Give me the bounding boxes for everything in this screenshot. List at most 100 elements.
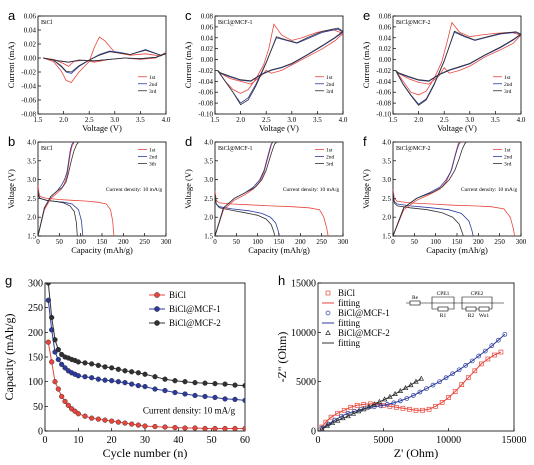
y-tick-label: 0: [311, 427, 316, 438]
y-axis-label: Voltage (V): [183, 169, 193, 209]
legend: BiCl BiCl@MCF-1 BiCl@MCF-2: [149, 290, 221, 328]
data-point: [232, 396, 238, 403]
x-tick-label: 3.5: [136, 116, 145, 124]
legend-entry: 3th: [149, 162, 156, 168]
y-tick-label: 0.06: [24, 13, 37, 21]
y-tick-label: -0.08: [376, 100, 391, 108]
data-point: [55, 356, 61, 363]
y-axis-label: Current (mA): [6, 42, 16, 89]
panel-letter: b: [8, 134, 15, 149]
y-tick-label: 15000: [291, 279, 316, 290]
data-point: [459, 382, 465, 387]
x-tick-label: 4.0: [162, 116, 171, 124]
data-point: [162, 424, 168, 430]
data-point: [418, 375, 425, 381]
legend-entry: BiCl: [169, 290, 187, 300]
data-point: [95, 362, 101, 368]
data-point: [182, 391, 188, 397]
plot-frame: [317, 282, 515, 432]
x-axis-label: Capacity (mAh/g): [426, 245, 488, 255]
data-point: [354, 402, 360, 408]
y-tick-label: 0.00: [24, 55, 37, 63]
x-tick-label: 200: [473, 238, 484, 246]
data-point: [62, 365, 68, 371]
series-line: [395, 31, 521, 105]
data-point: [212, 394, 218, 401]
data-point: [476, 353, 482, 359]
x-axis-label: Cycle number (n): [103, 446, 188, 460]
data-point: [202, 380, 208, 386]
legend-marker: [154, 306, 160, 312]
y-tick-label: 3.5: [204, 157, 213, 165]
x-axis-label: Voltage (V): [82, 123, 122, 133]
x-tick-label: 50: [207, 435, 217, 446]
plot-area: [393, 142, 515, 236]
y-axis-label: Voltage (V): [361, 169, 371, 209]
data-point: [75, 373, 81, 379]
legend-entry: 2nd: [326, 82, 335, 88]
data-point: [52, 379, 58, 385]
data-point: [417, 389, 423, 395]
series-line: [395, 30, 521, 106]
series-line: [217, 28, 343, 104]
series-line: [393, 142, 460, 236]
y-tick-label: 200: [28, 328, 43, 339]
plot-area: [38, 142, 115, 236]
y-tick-label: 4.0: [382, 139, 391, 147]
panel-f: 0 50 100 150 200 250 300 1.5 2.0 2.5 3.0 3.5 4.0 Capa…: [361, 134, 527, 255]
data-point: [75, 359, 81, 365]
y-tick-label: -0.06: [21, 97, 36, 105]
data-point: [350, 410, 357, 416]
series-line: [393, 192, 474, 236]
panel-letter: f: [363, 134, 367, 149]
x-tick-label: 100: [75, 238, 86, 246]
data-point: [340, 415, 346, 421]
warburg-wo1: [478, 306, 490, 312]
inset-label: BiCl@MCF-1: [218, 146, 253, 152]
data-point: [387, 393, 393, 399]
y-tick-label: 0.04: [201, 34, 214, 42]
x-tick-label: 3.5: [491, 116, 500, 124]
legend-marker: [325, 290, 331, 296]
legend: BiClfittingBiCl@MCF-1fittingBiCl@MCF-2fi…: [322, 288, 390, 348]
legend-marker: [325, 310, 331, 316]
parallel-branch-2: [461, 296, 493, 310]
data-point: [411, 393, 416, 398]
data-point: [433, 403, 438, 409]
data-point: [95, 416, 101, 422]
data-point: [381, 396, 388, 402]
legend-entry: 2nd: [326, 155, 335, 161]
data-point: [335, 410, 340, 416]
data-point: [52, 337, 58, 343]
data-point: [109, 418, 115, 424]
x-tick-label: 150: [452, 238, 463, 246]
legend-entry: 3rd: [504, 162, 512, 168]
data-point: [62, 398, 68, 405]
x-tick-label: 15000: [502, 435, 527, 446]
legend-entry: BiCl@MCF-1: [338, 308, 390, 318]
inset-label: BiCl@MCF-2: [396, 146, 431, 152]
data-point: [122, 380, 128, 386]
data-point: [109, 365, 115, 371]
data-point: [82, 374, 88, 380]
series-line: [42, 36, 166, 83]
data-point: [400, 405, 406, 411]
resistor-r2: [465, 306, 477, 312]
legend-entry: 2nd: [504, 155, 513, 161]
panel-a: 1.5 2.0 2.5 3.0 3.5 4.0 -0.08 -0.06 -0.04 -0.02 0.…: [6, 8, 171, 133]
data-point: [469, 358, 475, 364]
data-point: [450, 371, 455, 377]
data-point: [49, 314, 55, 321]
data-point: [392, 390, 398, 396]
legend-entry: 1st: [326, 148, 333, 154]
y-tick-label: 0.00: [201, 56, 214, 64]
plot-frame: [392, 15, 522, 115]
y-tick-label: 0.06: [201, 23, 214, 31]
circuit-label: CPE2: [471, 291, 484, 297]
circuit-label: R2: [468, 313, 475, 319]
data-point: [162, 376, 168, 382]
data-point: [328, 414, 334, 420]
y-tick-label: 0.04: [24, 27, 37, 35]
panel-letter: e: [363, 8, 370, 23]
x-tick-label: 3.5: [313, 116, 322, 124]
